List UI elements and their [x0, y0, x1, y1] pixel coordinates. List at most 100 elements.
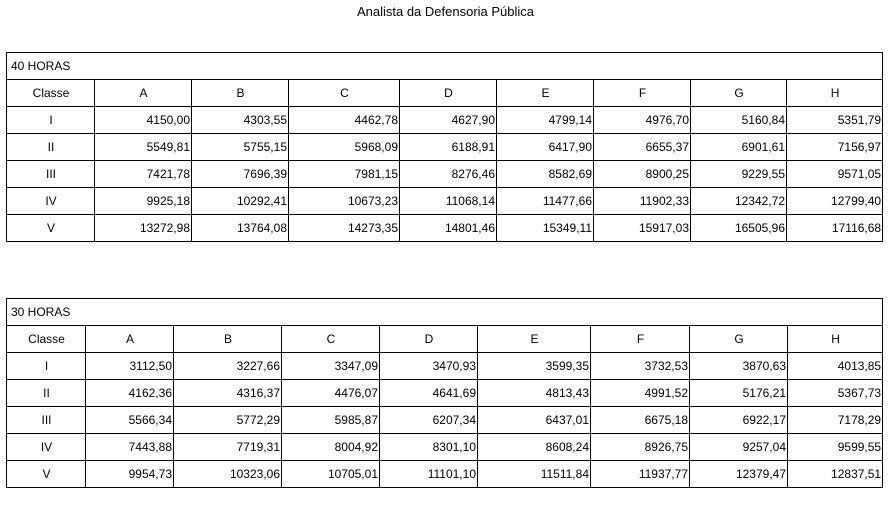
column-header-h: H — [786, 325, 884, 353]
table-cell: 5549,81 — [94, 133, 192, 161]
table-cell: 4476,07 — [281, 379, 380, 407]
table-cell: 8301,10 — [379, 433, 478, 461]
table-cell: 6437,01 — [477, 406, 591, 434]
column-header-a: A — [85, 325, 174, 353]
table-cell: 8582,69 — [496, 160, 594, 188]
table-cell: 10673,23 — [288, 187, 400, 215]
page-title: Analista da Defensoria Pública — [356, 4, 535, 19]
table-cell: 9571,05 — [785, 160, 884, 188]
column-header-f: F — [593, 79, 691, 107]
table-cell: 14801,46 — [399, 214, 497, 242]
table-cell: 5755,15 — [191, 133, 289, 161]
table-caption-row: 40 HORAS — [5, 52, 884, 80]
table-cell: 3227,66 — [173, 352, 282, 380]
table-cell: 12379,47 — [689, 460, 788, 488]
table-row: V 13272,98 13764,08 14273,35 14801,46 15… — [6, 214, 884, 242]
table-cell: 10292,41 — [191, 187, 289, 215]
table-cell: 3599,35 — [477, 352, 591, 380]
table-cell: 4627,90 — [399, 106, 497, 134]
table-cell: 11477,66 — [496, 187, 594, 215]
table-cell: 7696,39 — [191, 160, 289, 188]
table-row: III 5566,34 5772,29 5985,87 6207,34 6437… — [6, 406, 884, 434]
table-caption-row: 30 HORAS — [5, 298, 884, 326]
table-cell: 3732,53 — [590, 352, 690, 380]
column-header-g: G — [690, 79, 787, 107]
table-cell: 8004,92 — [281, 433, 380, 461]
table-cell: 5772,29 — [173, 406, 282, 434]
column-header-b: B — [191, 79, 289, 107]
column-header-d: D — [379, 325, 478, 353]
column-header-c: C — [288, 79, 400, 107]
table-cell: 3112,50 — [85, 352, 174, 380]
table-cell: 4976,70 — [593, 106, 691, 134]
table-cell: 7981,15 — [288, 160, 400, 188]
table-cell: 4813,43 — [477, 379, 591, 407]
table-cell: 12799,40 — [785, 187, 884, 215]
table-cell: 7178,29 — [786, 406, 884, 434]
table-cell: 6655,37 — [593, 133, 691, 161]
table-row: IV 7443,88 7719,31 8004,92 8301,10 8608,… — [6, 433, 884, 461]
table-cell: 14273,35 — [288, 214, 400, 242]
column-header-g: G — [689, 325, 788, 353]
table-cell: 5176,21 — [689, 379, 788, 407]
table-cell: 5566,34 — [85, 406, 174, 434]
table-cell: 9954,73 — [85, 460, 174, 488]
row-class-label: I — [6, 352, 86, 380]
table-cell: 4013,85 — [786, 352, 884, 380]
column-header-e: E — [496, 79, 594, 107]
row-class-label: IV — [6, 187, 95, 215]
table-row: IV 9925,18 10292,41 10673,23 11068,14 11… — [6, 187, 884, 215]
table-cell: 15349,11 — [496, 214, 594, 242]
table-row: V 9954,73 10323,06 10705,01 11101,10 115… — [6, 460, 884, 488]
row-class-label: IV — [6, 433, 86, 461]
table-cell: 11068,14 — [399, 187, 497, 215]
salary-table-40-horas: 40 HORAS Classe A B C D E F G H I 4150,0… — [5, 52, 884, 242]
table-cell: 3870,63 — [689, 352, 788, 380]
table-cell: 7156,97 — [785, 133, 884, 161]
row-class-label: II — [6, 379, 86, 407]
table-cell: 9229,55 — [690, 160, 787, 188]
table-cell: 6901,61 — [690, 133, 787, 161]
table-cell: 8276,46 — [399, 160, 497, 188]
table-row: I 3112,50 3227,66 3347,09 3470,93 3599,3… — [6, 352, 884, 380]
column-header-c: C — [281, 325, 380, 353]
table-cell: 8900,25 — [593, 160, 691, 188]
table-cell: 4462,78 — [288, 106, 400, 134]
table-cell: 5367,73 — [786, 379, 884, 407]
table-cell: 6417,90 — [496, 133, 594, 161]
column-header-f: F — [590, 325, 690, 353]
table-cell: 9599,55 — [786, 433, 884, 461]
table-row: II 4162,36 4316,37 4476,07 4641,69 4813,… — [6, 379, 884, 407]
header-row: Classe A B C D E F G H — [6, 79, 884, 107]
table-cell: 13764,08 — [191, 214, 289, 242]
table-cell: 4150,00 — [94, 106, 192, 134]
table-cell: 12342,72 — [690, 187, 787, 215]
table-cell: 7421,78 — [94, 160, 192, 188]
table-cell: 4303,55 — [191, 106, 289, 134]
table-cell: 5968,09 — [288, 133, 400, 161]
table-cell: 6207,34 — [379, 406, 478, 434]
table-cell: 15917,03 — [593, 214, 691, 242]
column-header-a: A — [94, 79, 192, 107]
table-cell: 8926,75 — [590, 433, 690, 461]
table-cell: 6675,18 — [590, 406, 690, 434]
row-class-label: III — [6, 406, 86, 434]
table-cell: 5160,84 — [690, 106, 787, 134]
column-header-h: H — [785, 79, 884, 107]
table-cell: 4316,37 — [173, 379, 282, 407]
table-cell: 3347,09 — [281, 352, 380, 380]
table-cell: 7719,31 — [173, 433, 282, 461]
table-cell: 3470,93 — [379, 352, 478, 380]
column-header-e: E — [477, 325, 591, 353]
table-row: II 5549,81 5755,15 5968,09 6188,91 6417,… — [6, 133, 884, 161]
table-cell: 12837,51 — [786, 460, 884, 488]
salary-table-30-horas: 30 HORAS Classe A B C D E F G H I 3112,5… — [5, 298, 884, 488]
table-cell: 6922,17 — [689, 406, 788, 434]
table-cell: 16505,96 — [690, 214, 787, 242]
row-class-label: V — [6, 214, 95, 242]
column-header-d: D — [399, 79, 497, 107]
table-cell: 4991,52 — [590, 379, 690, 407]
table-cell: 5351,79 — [785, 106, 884, 134]
table-cell: 7443,88 — [85, 433, 174, 461]
table-cell: 9925,18 — [94, 187, 192, 215]
